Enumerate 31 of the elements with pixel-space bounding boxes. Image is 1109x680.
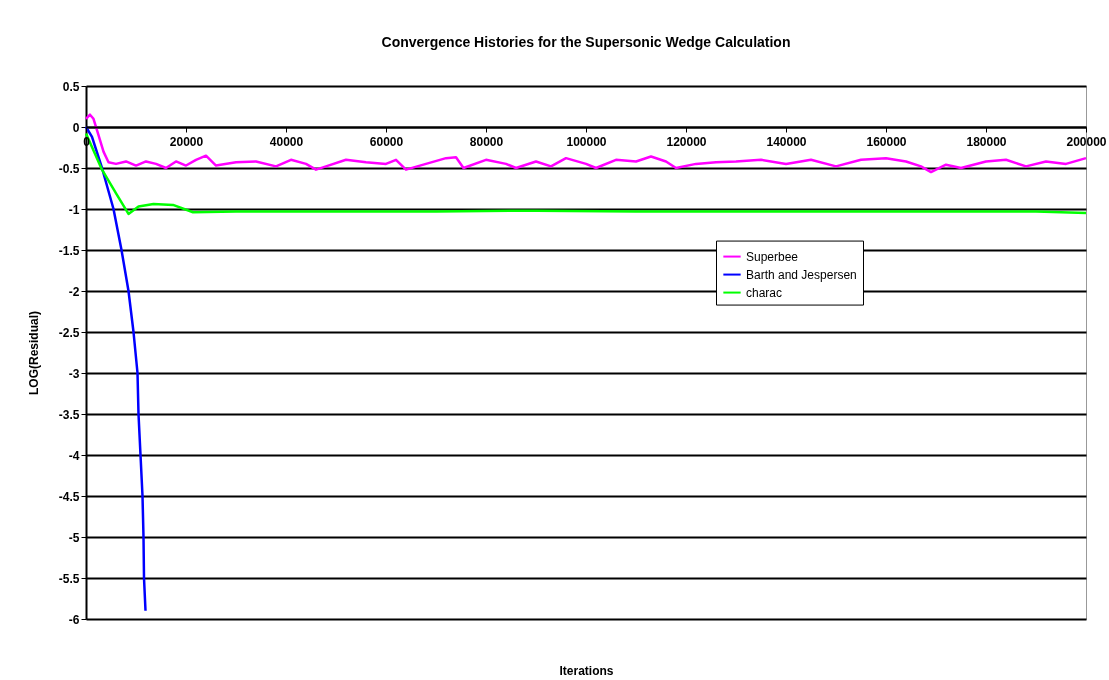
legend-label: Barth and Jespersen <box>746 267 857 282</box>
x-tick-label: 140000 <box>766 134 807 149</box>
x-axis-title: Iterations <box>559 663 614 678</box>
line-series <box>84 125 147 613</box>
y-tick-label: -4.5 <box>58 489 80 504</box>
y-tick-label: -0.5 <box>58 161 80 176</box>
x-tick-label: 200000 <box>1066 134 1107 149</box>
legend-label: charac <box>746 285 783 300</box>
y-tick-label: 0.5 <box>62 79 80 94</box>
x-tick-label: 60000 <box>369 134 404 149</box>
y-tick-label: -5.5 <box>58 571 80 586</box>
x-tick-label: 160000 <box>866 134 907 149</box>
chart-title: Convergence Histories for the Supersonic Wedge Calculation <box>381 34 791 50</box>
y-tick-label: -5 <box>68 530 80 545</box>
legend-label: Superbee <box>746 249 799 264</box>
y-tick-label: -2.5 <box>58 325 80 340</box>
y-tick-label: -3 <box>68 366 80 381</box>
y-axis-title: LOG(Residual) <box>26 310 41 396</box>
y-tick-label: -2 <box>68 284 80 299</box>
y-tick-label: -3.5 <box>58 407 80 422</box>
x-tick-label: 80000 <box>469 134 504 149</box>
y-tick-label: -6 <box>68 612 80 627</box>
x-tick-label: 180000 <box>966 134 1007 149</box>
x-tick-label: 20000 <box>169 134 204 149</box>
x-tick-label: 100000 <box>566 134 607 149</box>
y-tick-label: 0 <box>72 120 80 135</box>
y-tick-label: -1 <box>68 202 80 217</box>
y-tick-label: -1.5 <box>58 243 80 258</box>
x-tick-label: 40000 <box>269 134 304 149</box>
y-tick-label: -4 <box>68 448 80 463</box>
x-tick-label: 120000 <box>666 134 707 149</box>
